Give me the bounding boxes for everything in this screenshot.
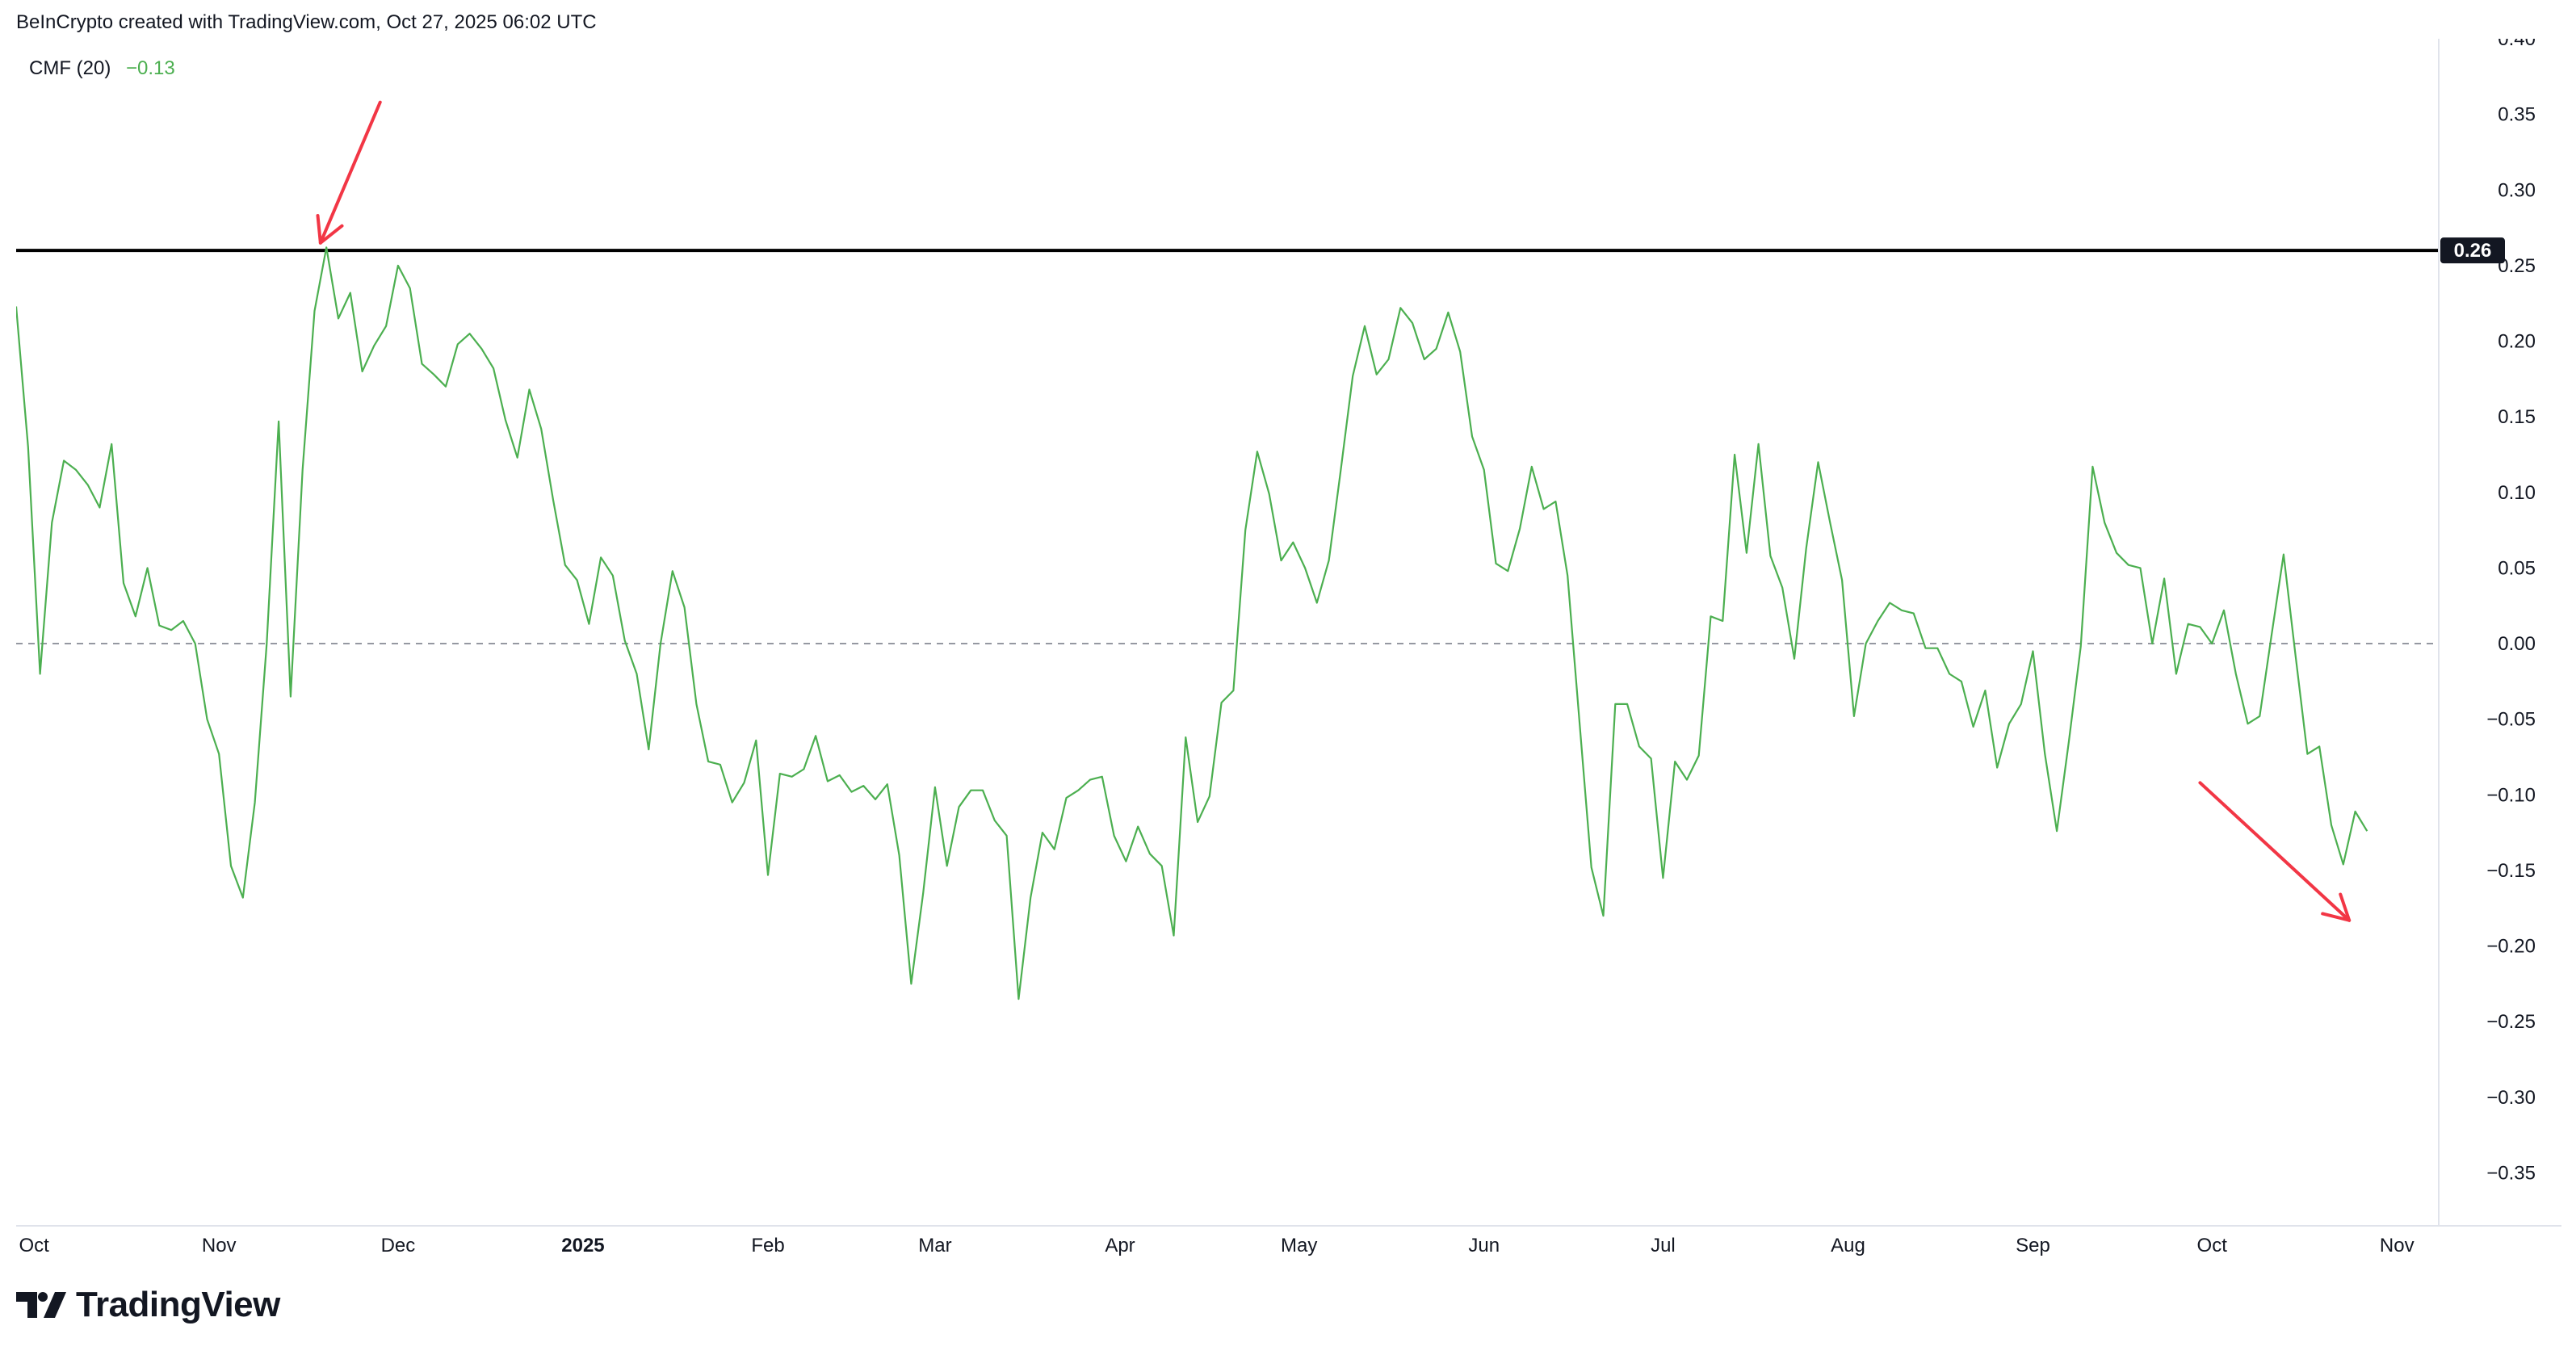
y-tick-label: −0.20	[2486, 936, 2536, 958]
y-tick-label: −0.25	[2486, 1011, 2536, 1033]
y-tick-label: 0.30	[2498, 179, 2536, 201]
x-tick-label: Apr	[1105, 1235, 1135, 1256]
x-tick-label: Oct	[2197, 1235, 2228, 1256]
series-line-cmf	[15, 246, 2368, 1001]
horizontal-line-price-label: 0.26	[2454, 240, 2492, 262]
series-group	[15, 246, 2368, 1001]
y-tick-label: 0.10	[2498, 482, 2536, 504]
y-tick-label: −0.30	[2486, 1087, 2536, 1109]
x-tick-label: Mar	[918, 1235, 951, 1256]
x-tick-label: Nov	[202, 1235, 237, 1256]
y-tick-label: 0.40	[2498, 39, 2536, 50]
y-tick-label: −0.10	[2486, 784, 2536, 806]
x-axis: Oct Nov Dec 2025 Feb Mar Apr May Jun Jul Aug Sep Oct…	[19, 1235, 2414, 1256]
annotation-group	[316, 100, 2352, 922]
x-tick-label: Nov	[2380, 1235, 2414, 1256]
y-tick-label: 0.35	[2498, 104, 2536, 126]
y-tick-label: 0.15	[2498, 406, 2536, 428]
y-tick-label: −0.05	[2486, 709, 2536, 731]
x-tick-label: Dec	[381, 1235, 416, 1256]
y-tick-label: 0.20	[2498, 331, 2536, 353]
chart-panel[interactable]: 0.26 0.40 0.35 0.30 0.25 0.20 0.15 0.10 0.05 0.0…	[15, 28, 2561, 1258]
tradingview-logo-icon	[16, 1292, 66, 1318]
y-tick-label: 0.00	[2498, 633, 2536, 655]
y-tick-label: 0.25	[2498, 255, 2536, 277]
legend-indicator-name: CMF (20)	[29, 57, 111, 79]
tradingview-logo[interactable]: TradingView	[16, 1284, 280, 1326]
y-tick-label: 0.05	[2498, 557, 2536, 579]
y-tick-label: −0.35	[2486, 1162, 2536, 1184]
x-tick-label: Oct	[19, 1235, 49, 1256]
x-tick-label: Feb	[751, 1235, 784, 1256]
legend-indicator-value: −0.13	[126, 57, 175, 79]
tradingview-logo-text: TradingView	[76, 1285, 280, 1324]
x-tick-label: Jul	[1651, 1235, 1676, 1256]
annotation-arrow-2-shaft	[2198, 781, 2352, 922]
cmf-chart[interactable]: 0.26 0.40 0.35 0.30 0.25 0.20 0.15 0.10 0.05 0.0…	[15, 28, 2561, 1258]
reference-line-group: 0.26	[16, 237, 2505, 264]
legend: CMF (20) −0.13	[29, 57, 175, 79]
horizontal-line-price-tag	[2440, 237, 2505, 264]
x-tick-label: Jun	[1468, 1235, 1500, 1256]
y-axis: 0.40 0.35 0.30 0.25 0.20 0.15 0.10 0.05 0.00 −0.0…	[16, 28, 2561, 1227]
x-tick-label: 2025	[561, 1235, 604, 1256]
x-tick-label: Sep	[2016, 1235, 2050, 1256]
annotation-arrow-1-shaft	[318, 100, 382, 245]
annotation-arrow-1-head	[316, 213, 344, 245]
x-tick-label: Aug	[1831, 1235, 1865, 1256]
y-tick-label: −0.15	[2486, 860, 2536, 882]
x-tick-label: May	[1281, 1235, 1317, 1256]
annotation-arrow-2-head	[2321, 892, 2352, 922]
chart-attribution: BeInCrypto created with TradingView.com,…	[16, 11, 597, 33]
